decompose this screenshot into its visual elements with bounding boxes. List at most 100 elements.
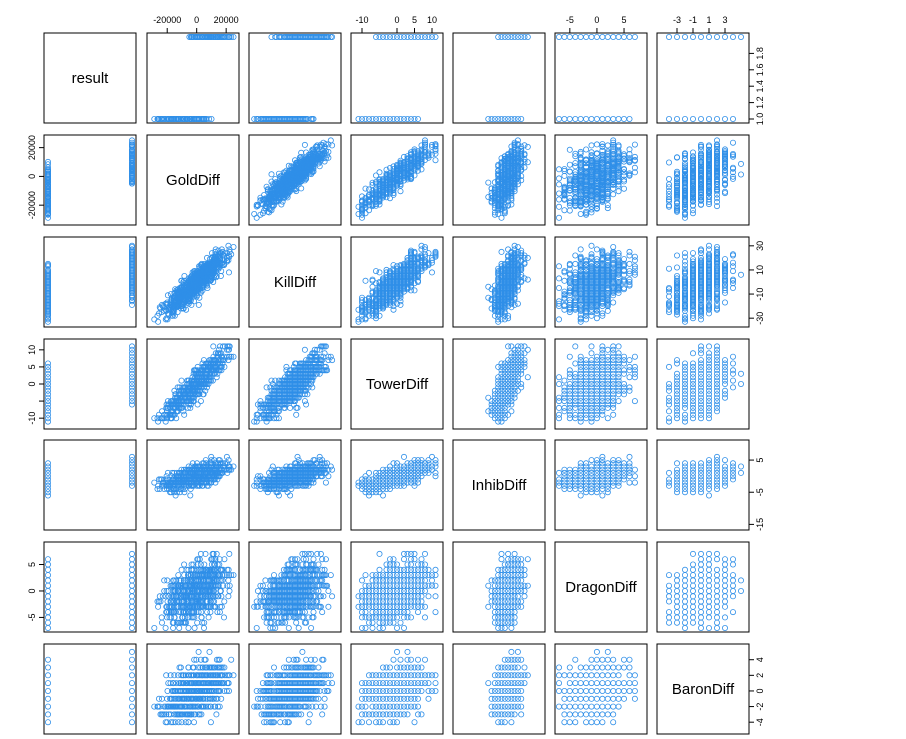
data-point — [386, 164, 393, 171]
panel-points — [251, 343, 336, 425]
data-point — [358, 198, 365, 205]
data-point — [128, 377, 135, 384]
data-point — [362, 116, 369, 123]
data-point — [706, 143, 713, 150]
data-point — [407, 34, 414, 41]
panel-frame — [43, 643, 137, 735]
data-point — [390, 116, 397, 123]
data-point — [561, 172, 568, 179]
data-point — [397, 167, 404, 174]
data-point — [610, 116, 617, 123]
data-point — [411, 34, 418, 41]
data-point — [577, 254, 584, 261]
data-point — [690, 34, 697, 41]
panel-frame — [656, 541, 750, 633]
data-point — [390, 166, 397, 173]
data-point — [266, 116, 273, 123]
data-point — [386, 195, 393, 202]
data-point — [278, 116, 285, 123]
data-point — [690, 116, 697, 123]
data-point — [566, 270, 573, 277]
data-point — [379, 175, 386, 182]
panel-points — [485, 137, 531, 221]
data-point — [615, 188, 622, 195]
data-point — [418, 34, 425, 41]
data-point — [393, 164, 400, 171]
data-point — [301, 141, 308, 148]
data-point — [566, 34, 573, 41]
data-point — [682, 116, 689, 123]
data-point — [383, 34, 390, 41]
data-point — [128, 343, 135, 350]
data-point — [610, 34, 617, 41]
data-point — [730, 116, 737, 123]
data-point — [383, 116, 390, 123]
data-point — [206, 34, 213, 41]
data-point — [369, 181, 376, 188]
data-point — [730, 34, 737, 41]
data-point — [155, 411, 162, 418]
data-point — [495, 34, 502, 41]
panel-points — [355, 34, 439, 123]
data-point — [714, 34, 721, 41]
data-point — [621, 34, 628, 41]
data-point — [508, 34, 515, 41]
data-point — [320, 139, 327, 146]
panel-frame — [248, 236, 342, 328]
data-point — [386, 34, 393, 41]
data-point — [682, 250, 689, 257]
data-point — [362, 200, 369, 207]
data-point — [379, 194, 386, 201]
data-point — [376, 176, 383, 183]
data-point — [262, 196, 269, 203]
data-point — [266, 197, 273, 204]
data-point — [199, 116, 206, 123]
data-point — [666, 34, 673, 41]
data-point — [254, 202, 261, 209]
data-point — [258, 116, 265, 123]
data-point — [45, 418, 52, 425]
data-point — [411, 287, 418, 294]
data-point — [179, 116, 186, 123]
data-point — [45, 214, 52, 221]
data-point — [128, 180, 135, 187]
panel-frame — [350, 541, 444, 633]
data-point — [308, 116, 315, 123]
data-point — [698, 34, 705, 41]
data-point — [561, 277, 568, 284]
panel-frame — [554, 134, 648, 226]
data-point — [158, 116, 165, 123]
data-point — [566, 168, 573, 175]
data-point — [407, 116, 414, 123]
data-point — [45, 168, 52, 175]
data-point — [738, 271, 745, 278]
data-point — [428, 151, 435, 158]
data-point — [128, 357, 135, 364]
data-point — [566, 146, 573, 153]
data-point — [722, 299, 729, 306]
data-point — [365, 207, 372, 214]
data-point — [610, 243, 617, 250]
data-point — [291, 166, 298, 173]
data-point — [556, 166, 563, 173]
data-point — [505, 116, 512, 123]
panel-points — [45, 137, 135, 221]
panel-points — [151, 242, 237, 325]
panel-frame — [146, 439, 240, 531]
data-point — [566, 161, 573, 168]
data-point — [390, 187, 397, 194]
data-point — [365, 193, 372, 200]
panel-frame — [43, 439, 137, 531]
data-point — [45, 190, 52, 197]
data-point — [128, 162, 135, 169]
data-point — [216, 343, 223, 350]
data-point — [45, 181, 52, 188]
data-point — [714, 195, 721, 202]
data-point — [178, 377, 185, 384]
data-point — [706, 310, 713, 317]
data-point — [495, 116, 502, 123]
panel-points — [151, 343, 237, 425]
data-point — [390, 190, 397, 197]
data-point — [308, 152, 315, 159]
data-point — [390, 34, 397, 41]
